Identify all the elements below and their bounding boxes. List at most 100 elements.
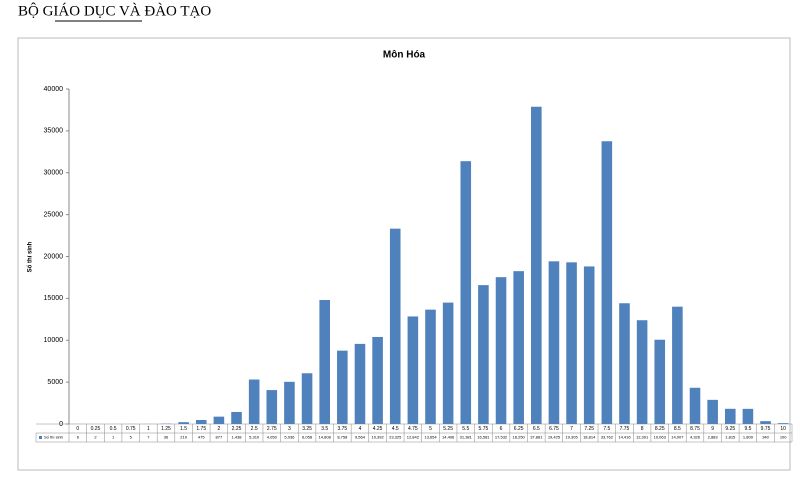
x-tick-label: 1.5: [180, 426, 187, 432]
bar: [707, 400, 718, 424]
x-tick-label: 1.75: [196, 426, 206, 432]
x-tick-label: 1.25: [161, 426, 171, 432]
x-tick-label: 3: [288, 426, 291, 432]
bar: [319, 300, 330, 424]
value-label: 33,762: [601, 435, 614, 440]
x-tick-label: 2: [217, 426, 220, 432]
y-tick-label: 25000: [44, 211, 64, 218]
y-axis-label: Số thí sinh: [27, 241, 34, 272]
value-label: 19,305: [565, 435, 578, 440]
bar: [249, 380, 260, 424]
value-label: 8,758: [337, 435, 348, 440]
y-tick-label: 5000: [47, 379, 63, 386]
value-label: 475: [198, 435, 205, 440]
x-tick-label: 5.5: [462, 426, 469, 432]
x-tick-label: 8.5: [674, 426, 681, 432]
chart-title: Môn Hóa: [383, 50, 426, 61]
bar: [390, 229, 401, 424]
bar: [337, 351, 348, 424]
value-label: 4,326: [690, 435, 701, 440]
x-tick-label: 0.5: [110, 426, 117, 432]
bar: [566, 262, 577, 424]
bar: [178, 422, 189, 424]
value-label: 10,392: [371, 435, 384, 440]
bar: [478, 285, 489, 424]
value-label: 10,063: [654, 435, 667, 440]
value-label: 13,654: [424, 435, 437, 440]
y-tick-label: 20000: [44, 253, 64, 260]
x-tick-label: 3.25: [302, 426, 312, 432]
y-tick-label: 15000: [44, 295, 64, 302]
bar: [355, 344, 366, 424]
x-tick-label: 8: [641, 426, 644, 432]
x-tick-label: 0.25: [91, 426, 101, 432]
value-label: 5,310: [249, 435, 260, 440]
y-tick-label: 35000: [44, 128, 64, 135]
bar: [408, 316, 419, 424]
value-label: 9,564: [355, 435, 366, 440]
bar: [725, 409, 736, 424]
value-label: 877: [216, 435, 223, 440]
x-tick-label: 0.75: [126, 426, 136, 432]
x-tick-label: 4.25: [373, 426, 383, 432]
value-label: 5,036: [284, 435, 295, 440]
value-label: 14,808: [319, 435, 332, 440]
x-tick-label: 5.75: [479, 426, 489, 432]
value-label: 340: [762, 435, 769, 440]
bar: [267, 390, 278, 424]
y-tick-label: 10000: [44, 337, 64, 344]
bar: [654, 340, 665, 424]
x-tick-label: 9.5: [744, 426, 751, 432]
value-label: 19,425: [548, 435, 561, 440]
x-tick-label: 10: [780, 426, 786, 432]
x-tick-label: 3.75: [337, 426, 347, 432]
x-tick-label: 5: [429, 426, 432, 432]
bar: [637, 320, 648, 424]
x-tick-label: 9.75: [761, 426, 771, 432]
x-tick-label: 2.25: [232, 426, 242, 432]
x-tick-label: 8.25: [655, 426, 665, 432]
x-tick-label: 9.25: [725, 426, 735, 432]
bar: [372, 337, 383, 424]
x-tick-label: 8.75: [690, 426, 700, 432]
bar: [425, 310, 436, 424]
bar: [672, 307, 683, 424]
bar: [513, 271, 524, 424]
bar: [584, 266, 595, 424]
x-tick-label: 7.75: [620, 426, 630, 432]
x-tick-label: 2.5: [251, 426, 258, 432]
x-tick-label: 6.25: [514, 426, 524, 432]
x-tick-label: 4.5: [392, 426, 399, 432]
bar: [284, 382, 295, 424]
value-label: 12,842: [407, 435, 420, 440]
value-label: 14,496: [442, 435, 455, 440]
value-label: 18,814: [583, 435, 596, 440]
value-label: 1,438: [232, 435, 243, 440]
bar: [743, 409, 754, 424]
x-tick-label: 6.75: [549, 426, 559, 432]
bar: [531, 107, 542, 424]
bar: [690, 388, 701, 424]
bar: [549, 261, 560, 424]
bar: [443, 303, 454, 424]
x-tick-label: 7.25: [584, 426, 594, 432]
bar: [602, 141, 613, 424]
value-label: 1,815: [725, 435, 736, 440]
header-title: BỘ GIÁO DỤC VÀ ĐÀO TẠO: [18, 2, 211, 19]
x-tick-label: 1: [147, 426, 150, 432]
bar: [196, 420, 207, 424]
value-label: 1,809: [743, 435, 754, 440]
value-label: 14,007: [671, 435, 684, 440]
value-label: 31,381: [460, 435, 473, 440]
value-label: 16,581: [477, 435, 490, 440]
value-label: 6,058: [302, 435, 313, 440]
x-tick-label: 5.25: [443, 426, 453, 432]
y-tick-label: 0: [59, 421, 63, 428]
legend-label: Số thí sinh: [44, 435, 63, 440]
x-tick-label: 6: [500, 426, 503, 432]
bar: [619, 303, 630, 424]
x-tick-label: 6.5: [533, 426, 540, 432]
value-label: 36: [164, 435, 169, 440]
value-label: 2,883: [708, 435, 719, 440]
